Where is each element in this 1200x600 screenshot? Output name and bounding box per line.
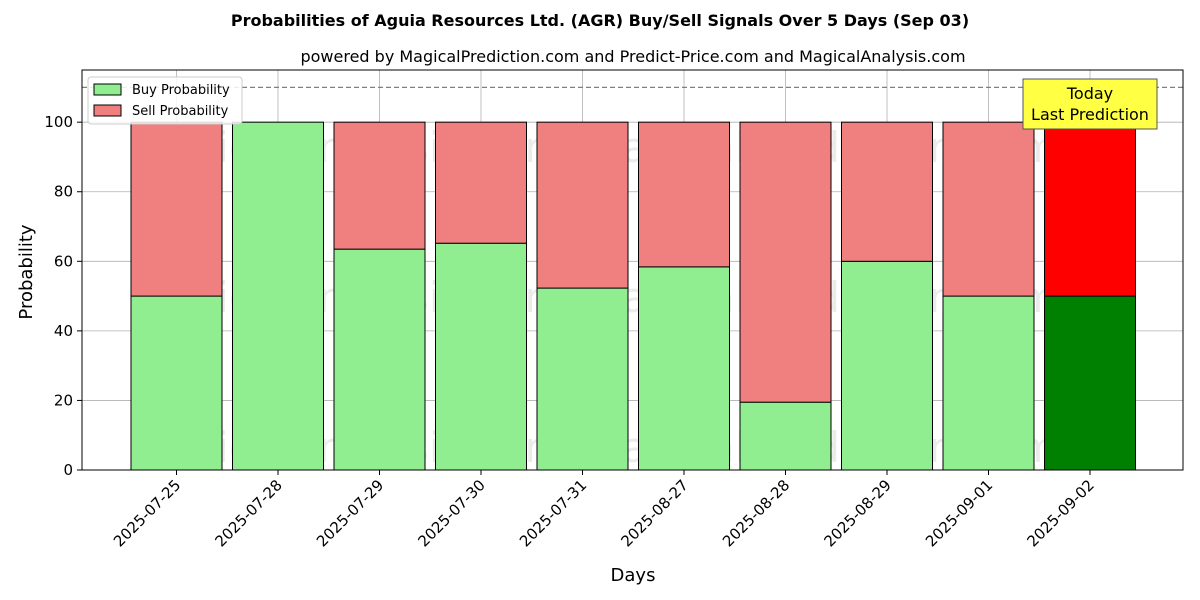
buy-bar: [638, 266, 730, 471]
bars-layer: [130, 121, 1136, 471]
sell-bar: [130, 121, 223, 297]
sell-bar: [1044, 121, 1136, 297]
x-axis-ticks: 2025-07-25 2025-07-28 2025-07-29 2025-07-30…: [110, 470, 1098, 550]
buy-bar: [435, 242, 527, 471]
x-tick-label: 2025-09-01: [922, 476, 996, 550]
y-axis-ticks: 0 20 40 60 80 100: [44, 113, 82, 479]
legend-swatch: [93, 83, 122, 96]
sell-bar: [536, 121, 629, 289]
x-tick-label: 2025-07-29: [313, 476, 387, 550]
x-tick-label: 2025-08-28: [719, 476, 793, 550]
x-tick-label: 2025-09-02: [1023, 476, 1097, 550]
x-tick-label: 2025-07-25: [110, 476, 184, 550]
buy-bar: [841, 260, 933, 471]
buy-bar: [536, 287, 629, 471]
y-tick-label: 60: [54, 252, 73, 270]
x-axis-label: Days: [611, 565, 656, 586]
buy-bar: [942, 295, 1035, 471]
legend: Buy Probability Sell Probability: [87, 76, 243, 125]
sell-bar: [942, 121, 1035, 297]
plot-frame: [81, 69, 1184, 471]
annotation-line2: Last Prediction: [1031, 105, 1149, 124]
annotation-line1: Today: [1066, 84, 1113, 103]
y-axis-label: Probability: [16, 224, 37, 319]
sell-bar: [435, 121, 527, 244]
y-tick-label: 100: [44, 113, 73, 131]
legend-swatch: [93, 104, 122, 117]
sell-bar: [638, 121, 730, 268]
sell-bar: [841, 121, 933, 262]
buy-bar: [739, 401, 832, 471]
x-tick-label: 2025-07-28: [211, 476, 285, 550]
y-tick-label: 40: [54, 322, 73, 340]
y-tick-label: 0: [63, 461, 73, 479]
chart-subtitle: powered by MagicalPrediction.com and Pre…: [300, 47, 965, 66]
legend-label: Sell Probability: [132, 104, 229, 119]
buy-bar: [333, 248, 426, 471]
x-tick-label: 2025-07-30: [414, 476, 488, 550]
chart-title: Probabilities of Aguia Resources Ltd. (A…: [231, 11, 969, 30]
sell-bar: [333, 121, 426, 250]
legend-label: Buy Probability: [132, 83, 230, 98]
today-annotation: Today Last Prediction: [1022, 78, 1158, 130]
x-tick-label: 2025-08-29: [820, 476, 894, 550]
y-tick-label: 80: [54, 183, 73, 201]
buy-bar: [130, 295, 223, 471]
x-tick-label: 2025-08-27: [617, 476, 691, 550]
annotation-box: [1022, 78, 1158, 130]
buy-bar: [232, 121, 324, 471]
sell-bar: [739, 121, 832, 403]
legend-box: [87, 76, 243, 125]
buy-bar: [1044, 295, 1136, 471]
y-tick-label: 20: [54, 391, 73, 409]
x-tick-label: 2025-07-31: [516, 476, 590, 550]
